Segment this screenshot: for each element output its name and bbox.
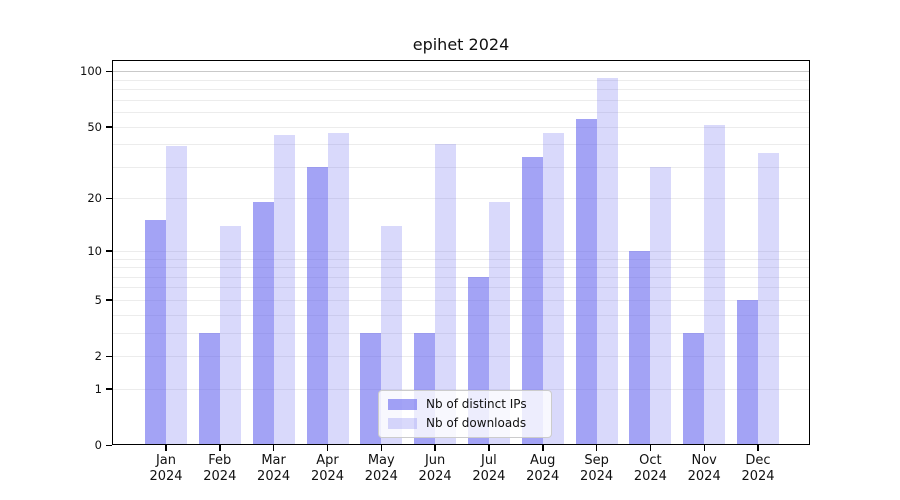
x-tick-label-mar-2024: Mar 2024	[257, 453, 291, 484]
bar-nb-of-downloads-jan	[166, 146, 187, 445]
legend: Nb of distinct IPs Nb of downloads	[378, 390, 552, 438]
bar-nb-of-downloads-oct	[650, 166, 672, 445]
x-tick-label-oct-2024: Oct 2024	[633, 453, 667, 484]
bar-nb-of-downloads-jun	[435, 144, 457, 445]
x-tick-apr-2024	[326, 445, 329, 451]
bar-nb-of-distinct-ips-apr	[306, 166, 328, 445]
bar-nb-of-downloads-feb	[219, 225, 241, 445]
bar-nb-of-distinct-ips-aug	[521, 157, 543, 445]
x-tick-may-2024	[380, 445, 382, 451]
gridline-100	[113, 71, 809, 73]
bar-nb-of-downloads-sep	[596, 77, 618, 445]
y-tick-50	[106, 126, 112, 128]
bar-nb-of-downloads-apr	[327, 133, 349, 445]
gridline-30	[113, 166, 809, 168]
y-tick-100	[106, 70, 112, 73]
x-tick-label-feb-2024: Feb 2024	[203, 453, 237, 484]
x-tick-label-jul-2024: Jul 2024	[472, 453, 506, 484]
y-tick-0	[106, 444, 112, 446]
legend-item-distinct-ips: Nb of distinct IPs	[388, 397, 542, 412]
chart-title: epihet 2024	[412, 35, 510, 54]
x-tick-label-nov-2024: Nov 2024	[687, 453, 721, 484]
y-tick-label-0: 0	[94, 438, 102, 452]
y-tick-label-1: 1	[94, 381, 102, 396]
x-tick-nov-2024	[703, 445, 705, 451]
y-tick-20	[106, 197, 112, 200]
bar-nb-of-distinct-ips-feb	[198, 332, 220, 445]
x-tick-label-aug-2024: Aug 2024	[526, 453, 560, 484]
gridline-5	[113, 299, 809, 301]
bar-nb-of-downloads-nov	[704, 125, 726, 445]
legend-label-distinct-ips: Nb of distinct IPs	[426, 397, 527, 411]
gridline-90	[113, 79, 809, 81]
gridline-2	[113, 356, 809, 357]
legend-item-downloads: Nb of downloads	[388, 416, 542, 431]
y-tick-label-10: 10	[87, 243, 102, 258]
bar-nb-of-distinct-ips-mar	[252, 202, 274, 445]
gridline-6	[113, 287, 809, 289]
legend-swatch-distinct-ips-icon	[388, 399, 417, 410]
gridline-4	[113, 314, 809, 316]
legend-swatch-downloads-icon	[388, 418, 417, 429]
gridline-7	[113, 276, 809, 278]
y-tick-label-50: 50	[87, 119, 102, 134]
x-tick-label-sep-2024: Sep 2024	[580, 453, 614, 484]
bar-nb-of-distinct-ips-oct	[629, 250, 651, 445]
y-tick-label-5: 5	[94, 292, 102, 307]
y-tick-10	[106, 250, 112, 252]
gridline-1	[113, 388, 809, 390]
x-tick-label-may-2024: May 2024	[364, 453, 398, 484]
x-tick-jul-2024	[488, 445, 490, 451]
x-tick-label-jan-2024: Jan 2024	[149, 453, 183, 484]
y-tick-2	[106, 355, 112, 357]
y-tick-label-2: 2	[94, 349, 102, 363]
bar-nb-of-distinct-ips-may	[360, 332, 382, 445]
gridline-20	[113, 198, 809, 200]
x-tick-label-dec-2024: Dec 2024	[741, 453, 775, 484]
x-tick-jun-2024	[434, 445, 436, 451]
x-tick-aug-2024	[542, 445, 544, 451]
bar-nb-of-downloads-dec	[758, 152, 779, 445]
x-tick-feb-2024	[219, 445, 221, 451]
bar-nb-of-downloads-jul	[488, 202, 510, 445]
y-tick-5	[106, 299, 112, 301]
gridline-9	[113, 258, 809, 260]
gridline-8	[113, 267, 809, 268]
legend-label-downloads: Nb of downloads	[426, 416, 527, 430]
y-tick-1	[106, 388, 112, 390]
gridline-3	[113, 332, 809, 334]
x-tick-label-jun-2024: Jun 2024	[418, 453, 452, 484]
bar-nb-of-distinct-ips-sep	[575, 119, 597, 445]
bar-nb-of-distinct-ips-nov	[683, 332, 705, 445]
bar-nb-of-distinct-ips-dec	[737, 299, 758, 445]
x-tick-jan-2024	[165, 445, 167, 451]
y-tick-label-100: 100	[80, 64, 102, 79]
x-tick-sep-2024	[595, 445, 598, 451]
bar-nb-of-downloads-mar	[273, 134, 295, 445]
y-tick-label-20: 20	[87, 191, 102, 206]
gridline-40	[113, 144, 809, 146]
gridline-50	[113, 126, 809, 128]
x-tick-mar-2024	[272, 445, 275, 451]
bar-nb-of-distinct-ips-jan	[145, 220, 166, 445]
gridline-80	[113, 89, 809, 91]
gridline-70	[113, 99, 809, 101]
x-tick-oct-2024	[649, 445, 652, 451]
bar-nb-of-downloads-aug	[542, 133, 564, 445]
x-tick-label-apr-2024: Apr 2024	[310, 453, 345, 484]
gridline-60	[113, 112, 809, 113]
gridline-10	[113, 250, 809, 252]
x-tick-dec-2024	[757, 445, 759, 451]
